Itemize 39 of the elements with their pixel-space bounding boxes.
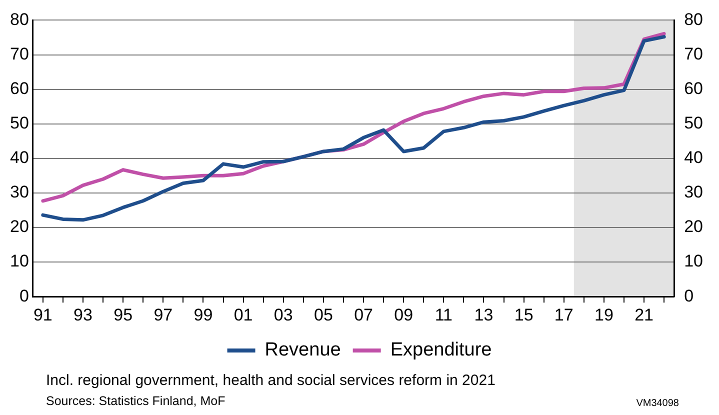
x-tick-label: 03 [274,305,293,324]
x-tick-label: 91 [33,305,52,324]
x-tick-label: 15 [514,305,534,324]
y2-tick-label: 40 [684,148,704,168]
x-tick-label: 13 [474,305,494,324]
x-tick-label: 11 [434,305,452,324]
y-tick-label: 20 [10,217,29,236]
y2-tick-label: 20 [684,217,704,236]
y-tick-label: 50 [10,114,29,133]
y-tick-label: 80 [10,10,29,29]
x-tick-label: 07 [354,305,373,324]
y-tick-label: 40 [10,148,29,168]
y2-tick-label: 60 [684,78,704,98]
x-tick-label: 05 [314,305,333,324]
legend-label: Revenue [264,340,341,361]
y2-tick-label: 70 [684,44,704,64]
y-tick-label: 0 [19,286,29,306]
text: VM34098 [636,398,679,409]
x-tick-label: 09 [394,305,414,324]
x-tick-label: 97 [154,305,173,324]
source-note: Sources: Statistics Finland, MoF [46,394,226,408]
y-tick-label: 10 [10,252,29,271]
x-tick-label: 19 [594,305,614,324]
y2-tick-label: 0 [684,286,694,306]
y-tick-label: 70 [10,44,29,64]
x-tick-label: 95 [114,305,133,324]
legend-label: Expenditure [390,340,492,361]
text: Incl. regional government, health and social services reform in 2021 [46,372,496,389]
x-tick-label: 93 [74,305,92,324]
y2-tick-label: 30 [684,182,704,202]
y-tick-label: 60 [10,78,29,98]
y2-tick-label: 10 [684,252,704,271]
x-tick-label: 21 [634,305,654,324]
y-tick-label: 30 [10,182,29,202]
y2-tick-label: 50 [684,114,704,133]
y2-tick-label: 80 [684,10,704,29]
x-tick-label: 01 [234,305,253,324]
x-tick-label: 17 [554,305,574,324]
x-tick-label: 99 [194,305,213,324]
